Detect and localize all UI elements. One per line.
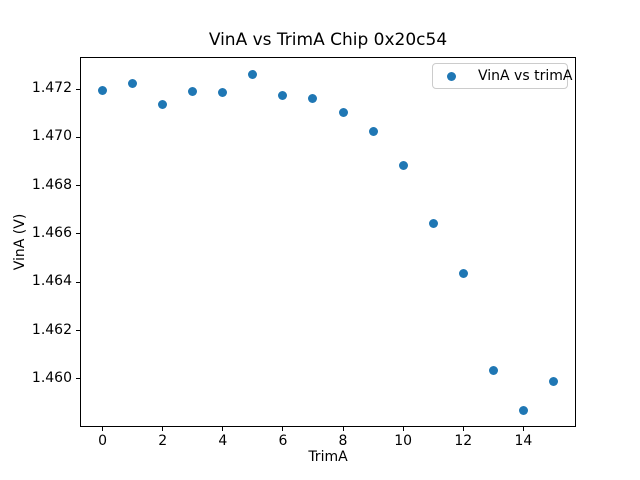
data-point [128,78,138,88]
x-tick-label: 12 [454,433,473,450]
chart-title: VinA vs TrimA Chip 0x20c54 [208,30,448,50]
data-point [158,100,168,110]
legend-marker-dot-icon [447,71,456,81]
y-axis-label: VinA (V) [12,213,28,271]
x-tick-label: 2 [158,433,168,450]
y-tick-label: 1.464 [31,273,72,290]
data-point [488,365,498,375]
data-point [98,86,108,96]
legend: VinA vs trimA [432,63,572,89]
y-tick-label: 1.470 [31,128,72,145]
x-tick-label: 6 [278,433,288,450]
data-point [398,161,408,171]
data-point [518,405,528,415]
data-point [338,107,348,117]
data-point [218,87,228,97]
data-point [368,126,378,136]
data-point [188,87,198,97]
x-axis-label: TrimA [308,449,348,465]
x-tick-mark [102,427,104,432]
x-tick-label: 0 [98,433,107,450]
y-tick-label: 1.460 [31,369,72,386]
y-tick-mark [76,88,80,90]
y-tick-label: 1.466 [31,224,72,241]
legend-label: VinA vs trimA [478,68,573,84]
x-tick-label: 10 [394,433,413,450]
y-tick-mark [76,330,80,332]
data-point [248,70,258,80]
x-tick-label: 4 [218,433,228,450]
data-point [458,269,468,279]
x-tick-mark [462,427,464,432]
y-tick-label: 1.468 [31,176,72,193]
x-tick-mark [162,427,164,432]
y-tick-label: 1.472 [31,80,72,96]
data-point [308,93,318,103]
y-tick-mark [76,378,80,380]
x-tick-mark [282,427,284,432]
y-tick-label: 1.462 [31,321,72,338]
data-point [428,218,438,228]
plot-area [80,57,576,427]
x-tick-label: 8 [338,433,348,450]
x-tick-label: 14 [514,433,533,450]
x-tick-mark [342,427,344,432]
y-tick-mark [76,136,80,138]
y-tick-mark [76,185,80,187]
x-tick-mark [402,427,404,432]
data-point [278,90,288,100]
y-tick-mark [76,281,80,283]
x-tick-mark [522,427,524,432]
data-point [548,377,558,387]
y-tick-mark [76,233,80,235]
x-tick-mark [222,427,224,432]
